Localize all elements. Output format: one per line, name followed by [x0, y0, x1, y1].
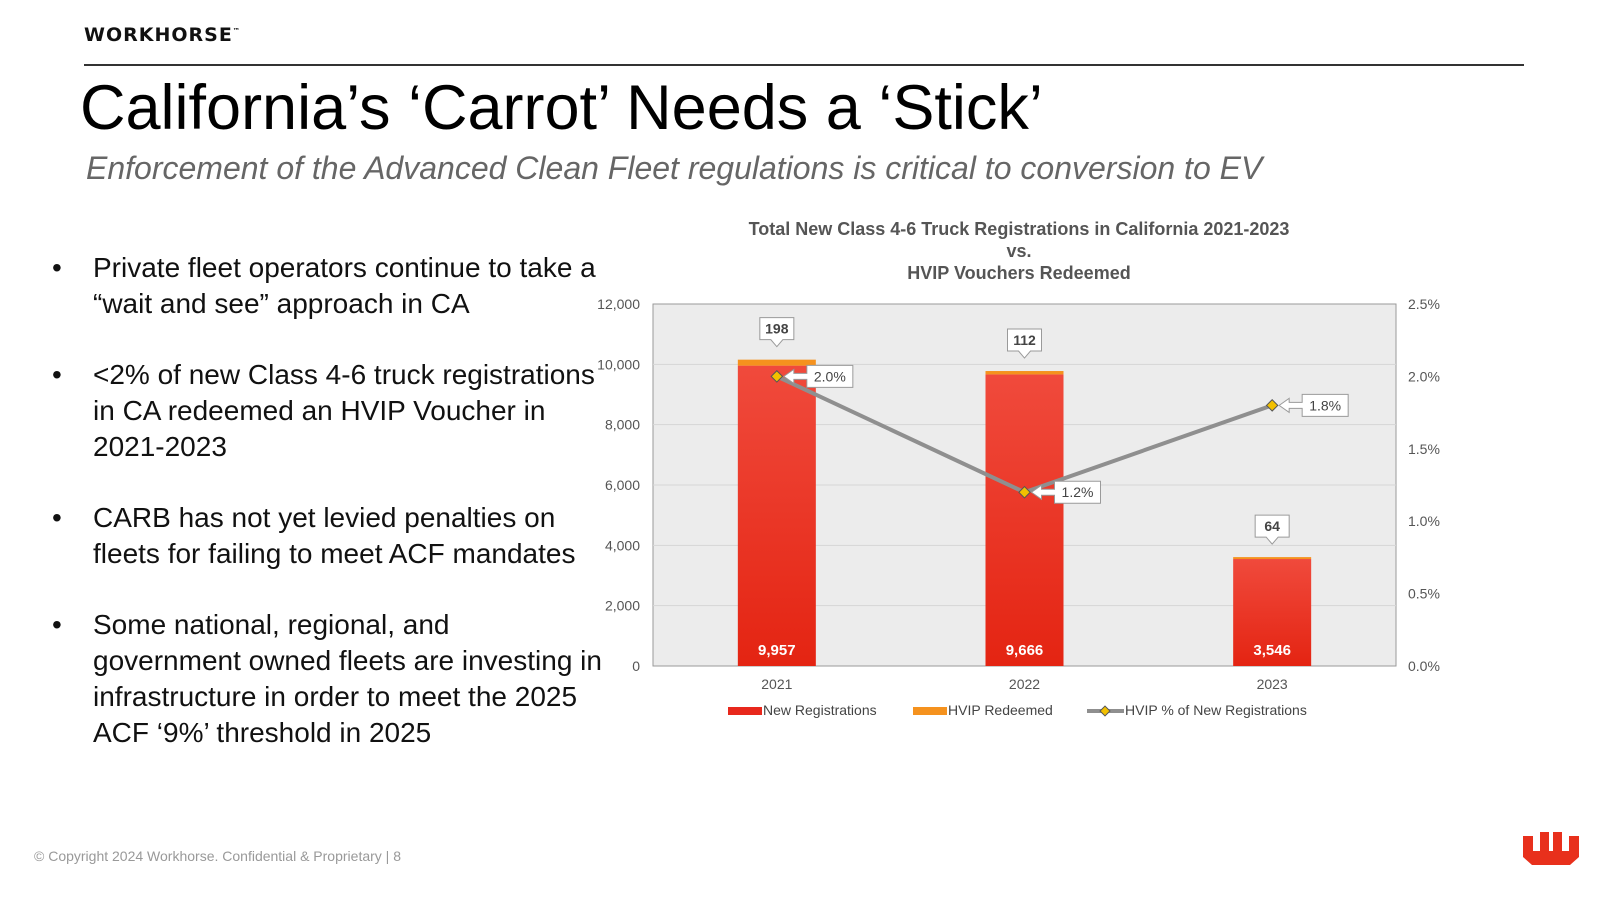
- chart-title-line: Total New Class 4-6 Truck Registrations …: [749, 219, 1290, 239]
- workhorse-logo-icon: [1523, 832, 1579, 865]
- footer-copyright: © Copyright 2024 Workhorse. Confidential…: [34, 848, 401, 864]
- legend-label-hvip-pct: HVIP % of New Registrations: [1125, 702, 1307, 718]
- bullet-text: Some national, regional, and government …: [93, 609, 602, 748]
- hvip-redeemed-callout: [1254, 514, 1290, 545]
- chart-title-line: HVIP Vouchers Redeemed: [907, 263, 1130, 283]
- x-tick-label: 2021: [761, 676, 792, 692]
- hvip-redeemed-data-label: 64: [1264, 518, 1280, 534]
- bullet-glyph: •: [52, 359, 62, 390]
- x-tick-label: 2023: [1257, 676, 1288, 692]
- y-right-tick-label: 0.5%: [1408, 586, 1440, 602]
- registrations-chart: Total New Class 4-6 Truck Registrations …: [597, 219, 1440, 718]
- legend-swatch-new-registrations: [728, 707, 762, 715]
- bullet-text: <2% of new Class 4-6 truck registrations…: [93, 359, 595, 462]
- hvip-pct-marker: [1018, 485, 1031, 499]
- hvip-pct-data-label: 2.0%: [814, 368, 846, 384]
- bar-hvip-redeemed: [985, 371, 1064, 375]
- y-right-tick-label: 0.0%: [1408, 658, 1440, 674]
- y-left-tick-label: 6,000: [605, 477, 640, 493]
- bar-new-registrations: [737, 365, 816, 666]
- hvip-redeemed-callout: [759, 317, 795, 348]
- bullet-glyph: •: [52, 609, 62, 640]
- y-right-tick-label: 2.5%: [1408, 296, 1440, 312]
- hvip-pct-callout: [1030, 480, 1101, 504]
- y-right-tick-label: 1.0%: [1408, 513, 1440, 529]
- hvip-pct-data-label: 1.2%: [1062, 484, 1094, 500]
- bullet-item: • Some national, regional, and government…: [52, 607, 602, 751]
- y-right-tick-label: 1.5%: [1408, 441, 1440, 457]
- trademark-mark: ™: [232, 27, 241, 35]
- hvip-redeemed-data-label: 112: [1013, 332, 1036, 348]
- bullet-text: Private fleet operators continue to take…: [93, 252, 596, 319]
- y-left-tick-label: 4,000: [605, 537, 640, 553]
- chart-title-line: vs.: [1006, 241, 1031, 261]
- legend-swatch-hvip-pct-marker: [1099, 705, 1111, 717]
- legend-swatch-hvip-redeemed: [913, 707, 947, 715]
- bullet-item: • <2% of new Class 4-6 truck registration…: [52, 357, 602, 465]
- hvip-pct-callout: [782, 364, 854, 388]
- y-left-tick-label: 12,000: [597, 296, 640, 312]
- hvip-redeemed-data-label: 198: [765, 321, 789, 337]
- hvip-pct-marker: [1265, 398, 1279, 412]
- bar-new-registrations: [1233, 559, 1312, 666]
- bullet-text: CARB has not yet levied penalties on fle…: [93, 502, 576, 569]
- bar-hvip-redeemed: [737, 359, 816, 366]
- slide-title: California’s ‘Carrot’ Needs a ‘Stick’: [80, 73, 1043, 143]
- y-left-tick-label: 8,000: [605, 417, 640, 433]
- bullet-item: • CARB has not yet levied penalties on fl…: [52, 500, 602, 572]
- x-tick-label: 2022: [1009, 676, 1040, 692]
- brand-wordmark: WORKHORSE™: [84, 24, 241, 46]
- new-registrations-data-label: 9,666: [1006, 642, 1044, 659]
- bullet-list: • Private fleet operators continue to tak…: [52, 250, 602, 786]
- brand-name: WORKHORSE: [84, 24, 233, 46]
- new-registrations-data-label: 3,546: [1253, 642, 1291, 659]
- hvip-pct-data-label: 1.8%: [1309, 397, 1341, 413]
- slide-subtitle: Enforcement of the Advanced Clean Fleet …: [86, 150, 1263, 186]
- y-left-tick-label: 10,000: [597, 356, 640, 372]
- header-divider: [84, 64, 1524, 66]
- hvip-pct-callout: [1278, 393, 1349, 417]
- new-registrations-data-label: 9,957: [758, 642, 796, 659]
- hvip-pct-marker: [770, 370, 784, 383]
- hvip-redeemed-callout: [1007, 328, 1042, 359]
- legend-label-new-registrations: New Registrations: [763, 702, 877, 718]
- legend-label-hvip-redeemed: HVIP Redeemed: [948, 702, 1053, 718]
- bullet-glyph: •: [52, 252, 62, 283]
- y-right-tick-label: 2.0%: [1408, 368, 1440, 384]
- y-left-tick-label: 0: [632, 658, 640, 674]
- bullet-glyph: •: [52, 502, 62, 533]
- bullet-item: • Private fleet operators continue to tak…: [52, 250, 602, 322]
- bar-new-registrations: [985, 374, 1064, 666]
- bar-hvip-redeemed: [1233, 557, 1312, 560]
- y-left-tick-label: 2,000: [605, 598, 640, 614]
